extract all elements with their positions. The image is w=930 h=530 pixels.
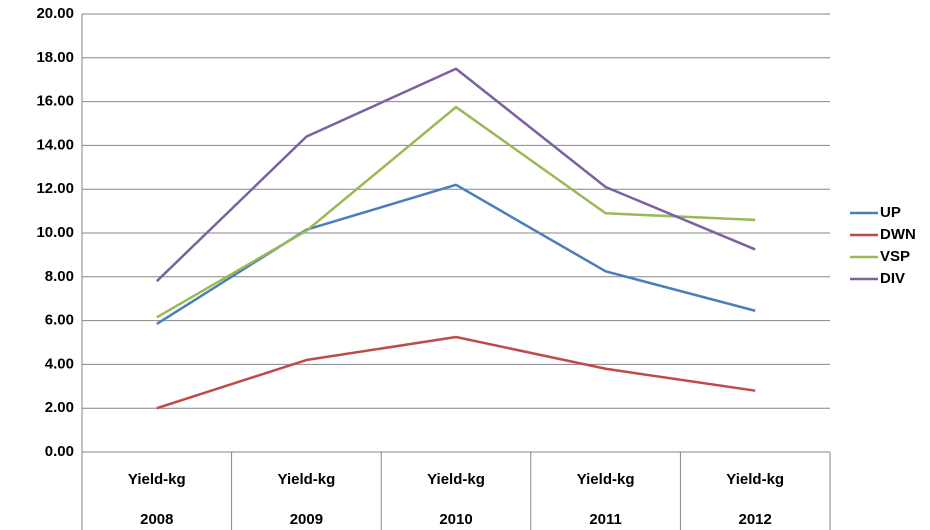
y-tick-label: 2.00 [45,399,74,416]
y-tick-label: 20.00 [36,5,74,22]
x-tick-label: Yield-kg [427,471,485,488]
series-line [156,335,756,410]
y-tick-label: 8.00 [45,268,74,285]
x-tick-label: 2009 [290,511,323,528]
x-tick-label: 2008 [140,511,173,528]
x-tick-label: 2011 [589,511,622,528]
series-line [156,105,756,319]
y-tick-label: 18.00 [36,49,74,66]
y-tick-label: 4.00 [45,355,74,372]
legend-label: UP [880,204,901,221]
y-tick-label: 10.00 [36,224,74,241]
x-tick-label: 2012 [739,511,772,528]
y-tick-label: 16.00 [36,93,74,110]
x-tick-label: Yield-kg [278,471,336,488]
y-tick-label: 12.00 [36,180,74,197]
x-tick-label: Yield-kg [128,471,186,488]
x-tick-label: Yield-kg [726,471,784,488]
legend-label: DIV [880,270,905,287]
legend-label: VSP [880,248,910,265]
x-tick-label: 2010 [439,511,472,528]
y-tick-label: 0.00 [45,443,74,460]
series-line [155,67,756,283]
series-line [156,183,756,325]
legend-label: DWN [880,226,916,243]
y-tick-label: 6.00 [45,312,74,329]
y-tick-label: 14.00 [36,136,74,153]
x-tick-label: Yield-kg [577,471,635,488]
